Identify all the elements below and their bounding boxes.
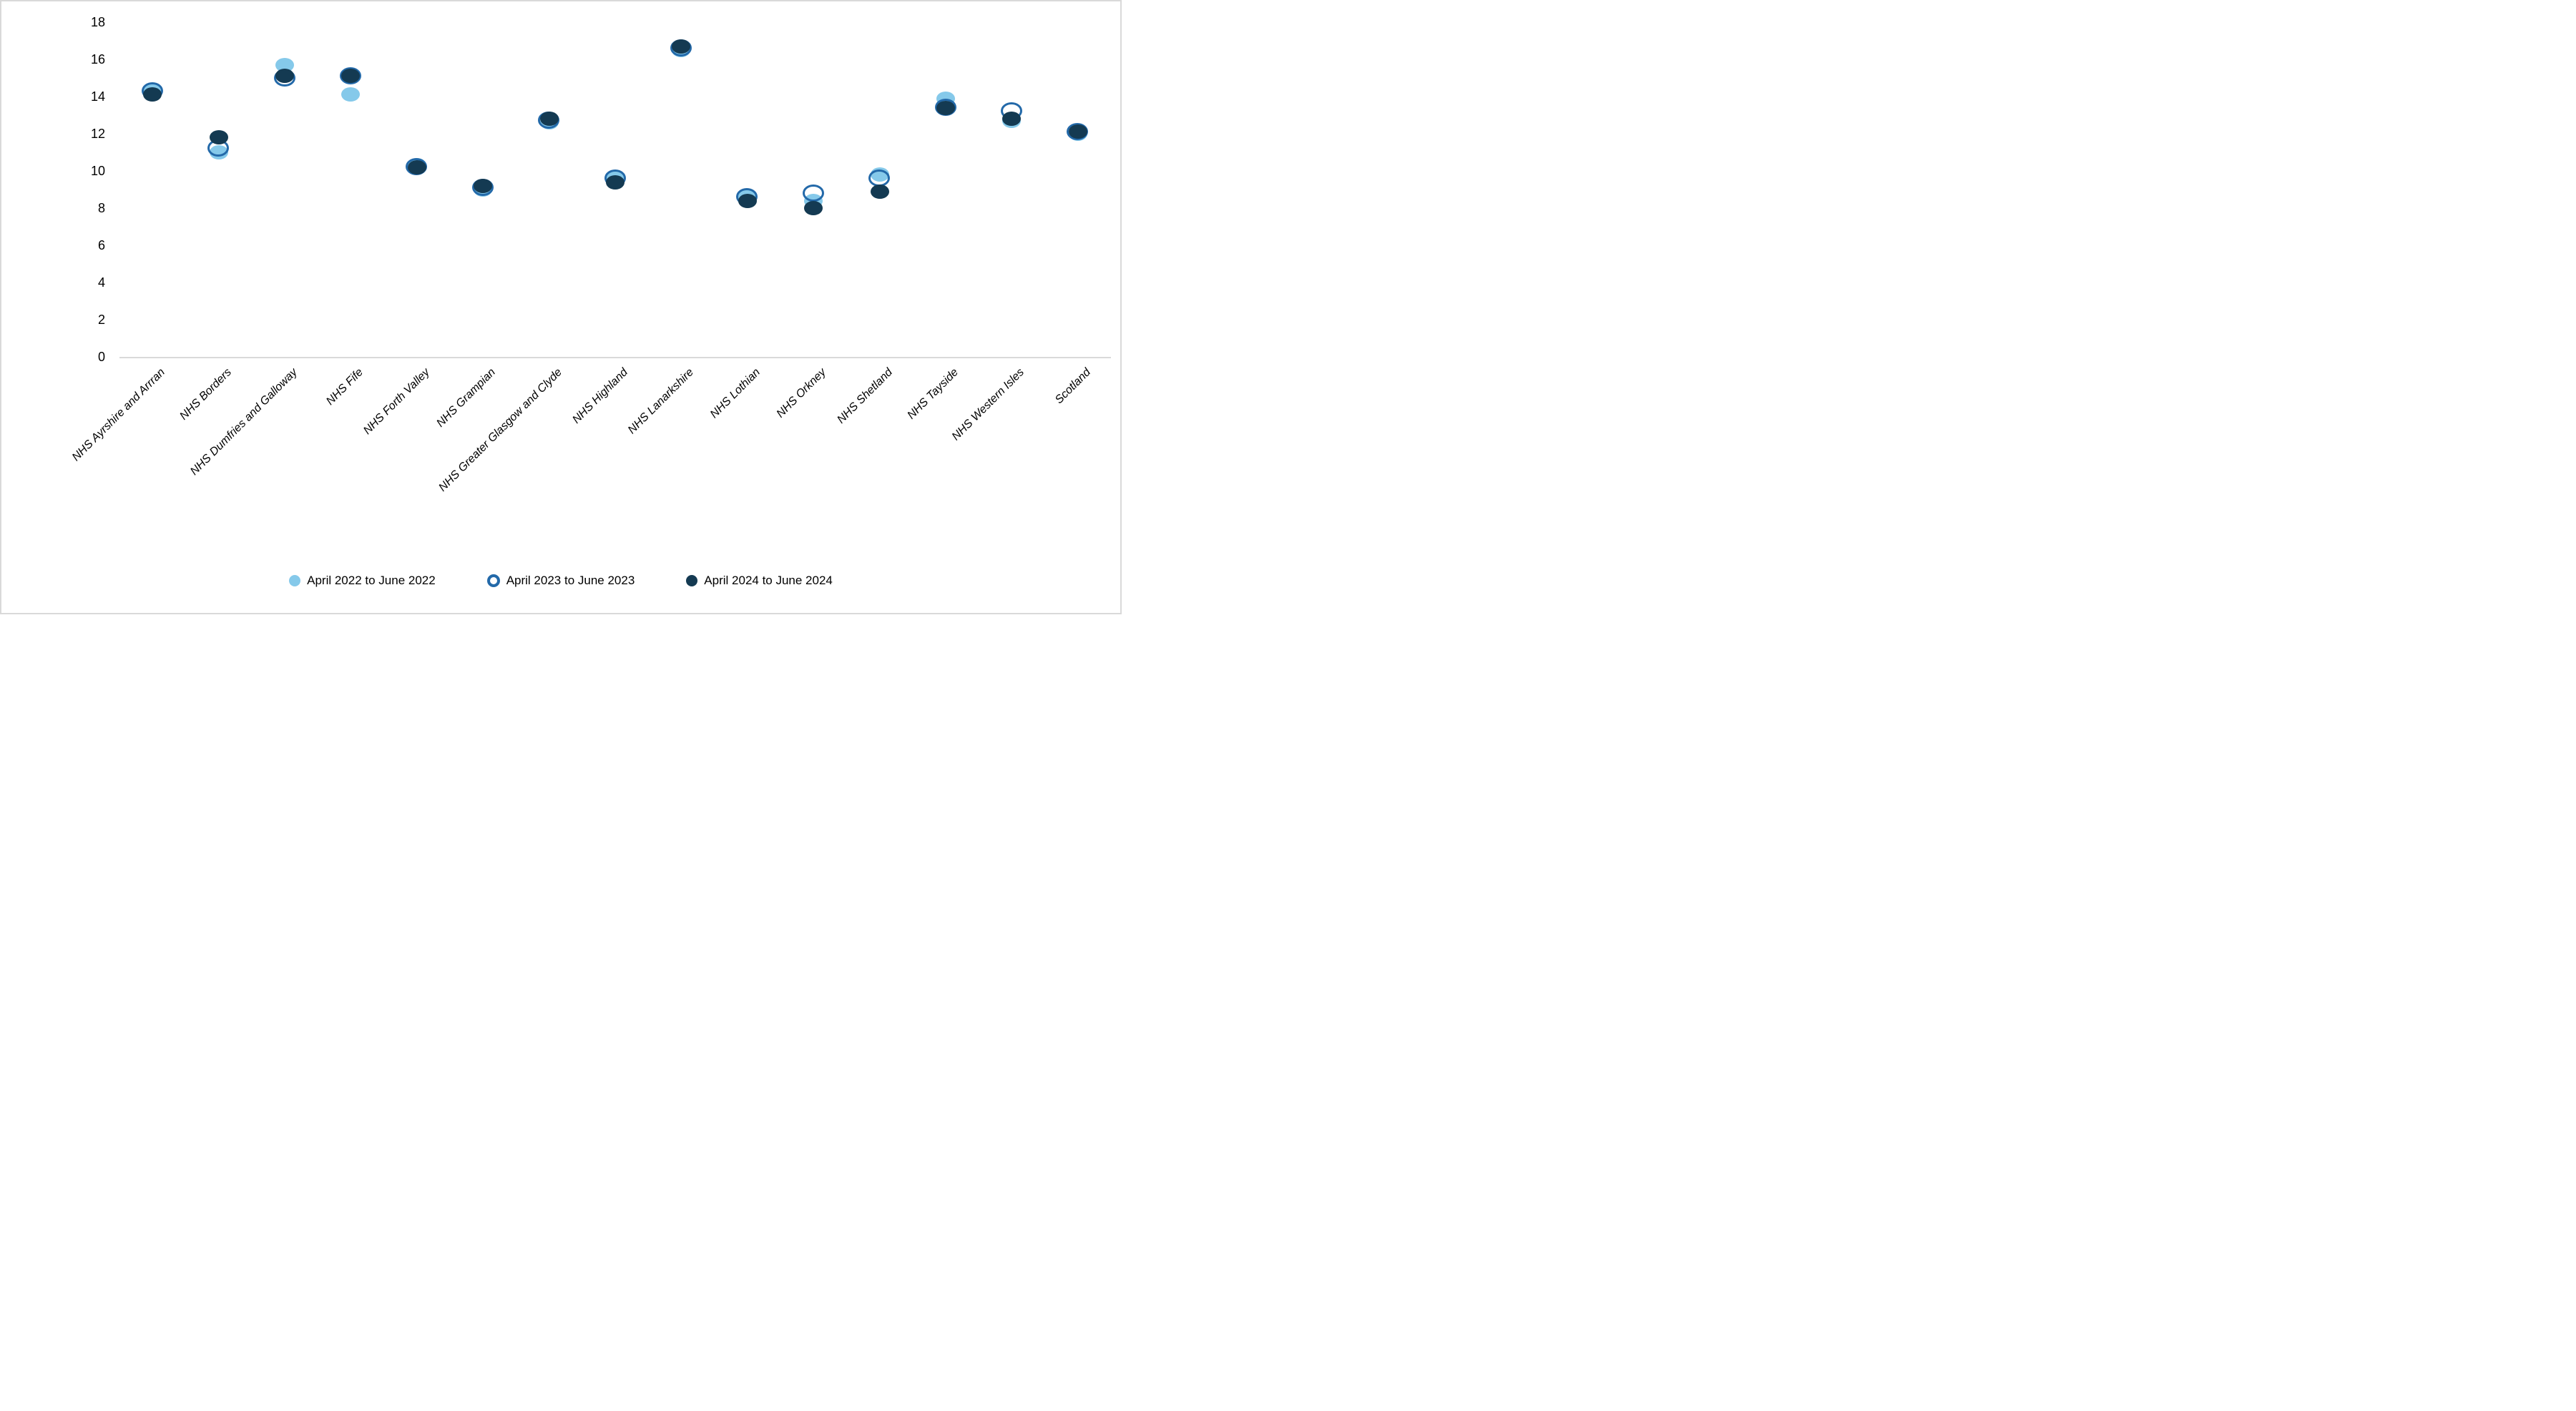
- data-point-2023: [802, 184, 824, 202]
- x-axis-label: NHS Lothian: [707, 366, 763, 421]
- legend-marker-2022-icon: [289, 575, 301, 586]
- x-axis-label: NHS Tayside: [905, 366, 961, 422]
- data-point-2024: [209, 130, 228, 145]
- data-point-2023: [1067, 122, 1089, 140]
- y-axis-tick-label: 16: [90, 52, 105, 67]
- x-axis-label: NHS Western Isles: [950, 366, 1027, 443]
- x-axis-label: NHS Grampian: [434, 366, 499, 430]
- data-point-2024: [1002, 112, 1022, 127]
- y-axis-tick-label: 2: [97, 313, 105, 327]
- x-axis-line: [119, 357, 1111, 358]
- data-point-2024: [341, 69, 361, 84]
- legend-label-2023: April 2023 to June 2023: [506, 574, 635, 587]
- y-axis-tick-label: 14: [90, 89, 105, 104]
- data-point-2023: [934, 99, 956, 117]
- x-axis-label: NHS Borders: [177, 366, 234, 423]
- y-axis-tick-label: 12: [90, 127, 105, 141]
- scatter-plot-area: 0 2 4 6 8 10 12 14 16 18 NHS Ayrshire and Arrran NH…: [1, 1, 1120, 613]
- data-point-2024: [1068, 124, 1087, 139]
- legend-item-2023: April 2023 to June 2023: [486, 574, 635, 588]
- data-point-2024: [275, 69, 294, 84]
- data-point-2022: [275, 57, 294, 72]
- y-axis-tick-label: 18: [90, 15, 105, 29]
- x-axis-label: NHS Forth Valley: [361, 366, 432, 437]
- y-axis-tick-label: 0: [97, 350, 105, 364]
- legend-label-2024: April 2024 to June 2024: [704, 574, 833, 587]
- data-point-2024: [474, 178, 493, 193]
- data-point-2024: [738, 193, 757, 208]
- y-axis-tick-label: 4: [97, 275, 105, 290]
- data-point-2024: [143, 87, 162, 102]
- data-point-2024: [870, 184, 889, 199]
- data-point-2024: [606, 174, 625, 190]
- x-axis-label: NHS Ayrshire and Arrran: [70, 366, 168, 464]
- data-point-2022: [341, 87, 361, 102]
- data-point-2024: [804, 201, 823, 215]
- data-point-2024: [539, 112, 559, 127]
- data-point-2024: [672, 39, 691, 54]
- y-axis-tick-label: 10: [90, 164, 105, 178]
- x-axis-label: Scotland: [1052, 366, 1093, 407]
- y-axis-tick-label: 8: [97, 201, 105, 215]
- data-point-2023: [339, 67, 361, 84]
- x-axis-label: NHS Highland: [570, 366, 631, 426]
- x-axis-label: NHS Lanarkshire: [626, 366, 697, 437]
- x-axis-label: NHS Shetland: [834, 366, 895, 426]
- data-point-2024: [936, 100, 955, 115]
- x-axis-label: NHS Greater Glasgow and Clyde: [436, 366, 564, 494]
- data-point-2024: [407, 159, 426, 174]
- data-point-2023: [406, 158, 428, 176]
- chart-legend: April 2022 to June 2022 April 2023 to Ju…: [1, 574, 1120, 588]
- x-axis-label: NHS Fife: [324, 366, 366, 408]
- x-axis-label: NHS Orkney: [774, 366, 829, 421]
- legend-item-2024: April 2024 to June 2024: [686, 574, 833, 588]
- x-axis-label: NHS Dumfries and Galloway: [188, 366, 300, 478]
- legend-item-2022: April 2022 to June 2022: [289, 574, 436, 588]
- legend-marker-2023-icon: [486, 574, 500, 587]
- legend-marker-2024-icon: [686, 575, 698, 586]
- chart-page: 0 2 4 6 8 10 12 14 16 18 NHS Ayrshire and Arrran NH…: [0, 0, 1122, 614]
- y-axis-tick-label: 6: [97, 238, 105, 252]
- legend-label-2022: April 2022 to June 2022: [307, 574, 436, 587]
